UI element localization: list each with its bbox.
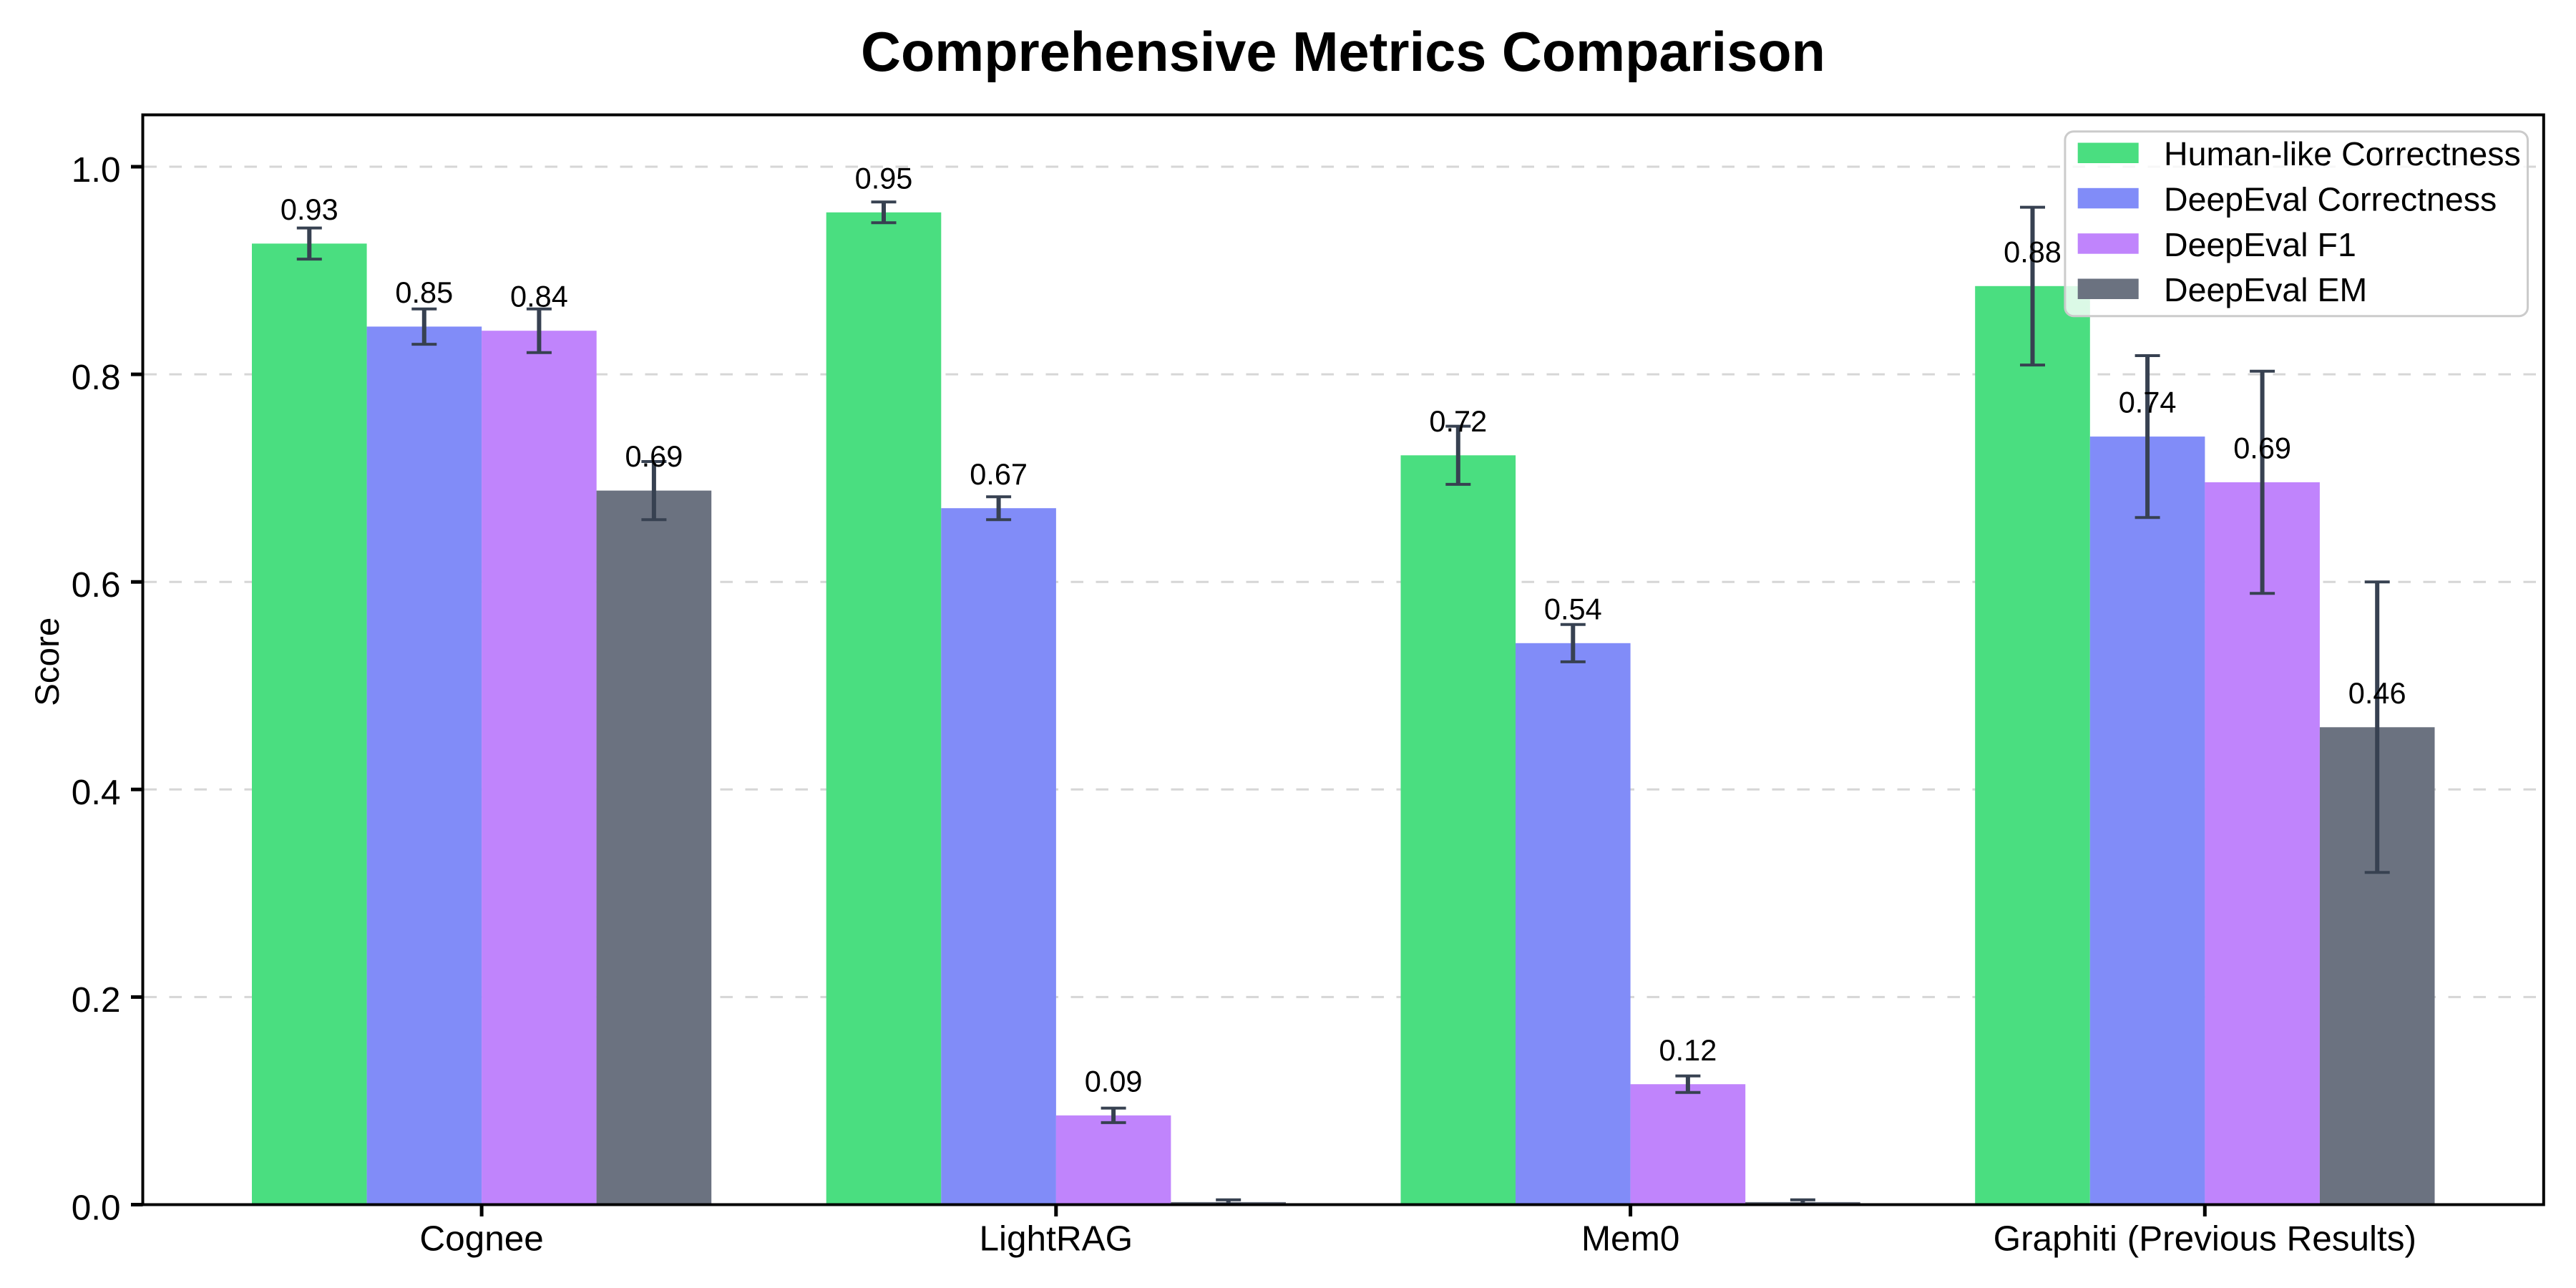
svg-text:0.88: 0.88	[2004, 235, 2062, 268]
svg-text:0.85: 0.85	[395, 275, 453, 309]
svg-text:0.95: 0.95	[855, 161, 913, 195]
svg-text:0.4: 0.4	[72, 773, 121, 812]
svg-text:Score: Score	[29, 618, 67, 706]
svg-text:0.93: 0.93	[280, 192, 338, 226]
svg-text:0.69: 0.69	[2233, 431, 2291, 465]
svg-text:0.72: 0.72	[1429, 404, 1487, 438]
svg-text:0.69: 0.69	[625, 439, 683, 473]
svg-text:0.67: 0.67	[970, 457, 1028, 491]
svg-text:0.0: 0.0	[72, 1188, 121, 1227]
svg-text:DeepEval Correctness: DeepEval Correctness	[2164, 180, 2497, 218]
svg-text:0.84: 0.84	[510, 280, 568, 313]
svg-text:0.74: 0.74	[2119, 386, 2177, 419]
svg-text:0.46: 0.46	[2348, 676, 2406, 710]
svg-text:Graphiti (Previous Results): Graphiti (Previous Results)	[1994, 1219, 2416, 1259]
svg-text:Mem0: Mem0	[1581, 1219, 1680, 1259]
svg-text:0.09: 0.09	[1085, 1064, 1143, 1098]
svg-text:LightRAG: LightRAG	[979, 1219, 1133, 1259]
svg-text:DeepEval EM: DeepEval EM	[2164, 271, 2367, 308]
svg-text:Human-like Correctness: Human-like Correctness	[2164, 135, 2521, 172]
svg-text:0.8: 0.8	[72, 358, 121, 397]
svg-text:0.2: 0.2	[72, 980, 121, 1020]
svg-text:1.0: 1.0	[72, 150, 121, 190]
svg-text:0.12: 0.12	[1659, 1033, 1717, 1067]
svg-text:0.6: 0.6	[72, 565, 121, 605]
svg-text:DeepEval F1: DeepEval F1	[2164, 226, 2356, 263]
svg-text:0.54: 0.54	[1544, 592, 1602, 625]
svg-text:Comprehensive Metrics Comparis: Comprehensive Metrics Comparison	[861, 21, 1825, 83]
svg-text:Cognee: Cognee	[419, 1219, 543, 1259]
